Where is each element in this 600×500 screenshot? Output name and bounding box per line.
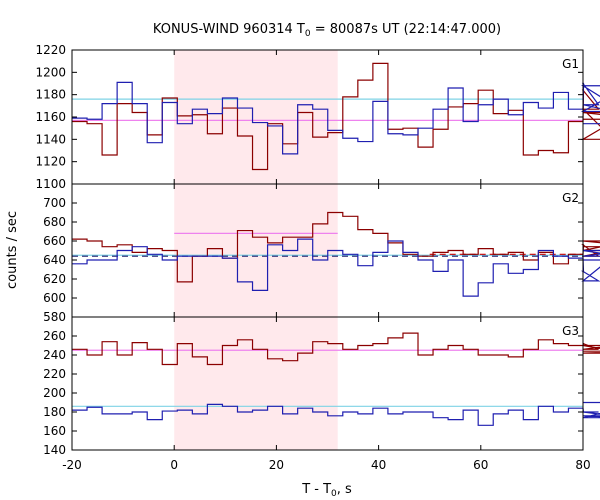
x-tick-label: 40 <box>371 458 386 472</box>
chart-title: KONUS-WIND 960314 T0 = 80087s UT (22:14:… <box>153 22 501 39</box>
y-tick-label: 600 <box>43 291 66 305</box>
x-tick-label: 80 <box>575 458 590 472</box>
y-tick-label: 180 <box>43 405 66 419</box>
burst-interval-shade <box>174 50 338 184</box>
y-tick-label: 580 <box>43 310 66 324</box>
y-tick-label: 1220 <box>35 43 66 57</box>
series-red-step <box>72 332 600 366</box>
series-blue-step <box>72 401 600 426</box>
y-tick-label: 640 <box>43 253 66 267</box>
x-axis-label: T - T0, s <box>301 482 352 499</box>
panel-label-g1: G1 <box>562 57 579 71</box>
y-tick-label: 160 <box>43 424 66 438</box>
x-tick-label: 20 <box>269 458 284 472</box>
y-tick-label: 240 <box>43 348 66 362</box>
panel-label-g2: G2 <box>562 191 579 205</box>
panel-g2: 580 600 620 640 660 680 700 G2 <box>43 183 600 324</box>
series-blue-step <box>72 238 600 297</box>
y-tick-label: 1140 <box>35 132 66 146</box>
y-tick-label: 680 <box>43 215 66 229</box>
y-tick-label: 1200 <box>35 65 66 79</box>
series-blue-step <box>72 81 600 155</box>
y-tick-label: 660 <box>43 234 66 248</box>
y-tick-label: 1180 <box>35 88 66 102</box>
y-tick-label: 620 <box>43 272 66 286</box>
y-tick-label: 1120 <box>35 155 66 169</box>
series-red-step <box>72 211 600 283</box>
y-axis-label: counts / sec <box>5 211 20 289</box>
panel-frame <box>71 316 584 451</box>
x-tick-label: -20 <box>62 458 82 472</box>
panel-g1: 1100 1120 1140 1160 1180 1200 1220 G1 <box>35 43 600 191</box>
y-tick-label: 1100 <box>35 177 66 191</box>
x-tick-label: 60 <box>473 458 488 472</box>
y-tick-label: 200 <box>43 386 66 400</box>
panel-label-g3: G3 <box>562 324 579 338</box>
series-red-step <box>72 62 600 171</box>
y-tick-label: 700 <box>43 196 66 210</box>
burst-interval-shade <box>174 317 338 450</box>
y-tick-label: 220 <box>43 367 66 381</box>
burst-interval-shade <box>174 184 338 317</box>
x-tick-label: 0 <box>170 458 178 472</box>
plot-layer: 1100112011401160118012001220G15806006206… <box>35 43 600 472</box>
y-tick-label: 260 <box>43 329 66 343</box>
panel-g3: 140 160 180 200 220 240 260 G3 <box>43 316 600 457</box>
y-tick-label: 1160 <box>35 110 66 124</box>
y-tick-label: 140 <box>43 443 66 457</box>
